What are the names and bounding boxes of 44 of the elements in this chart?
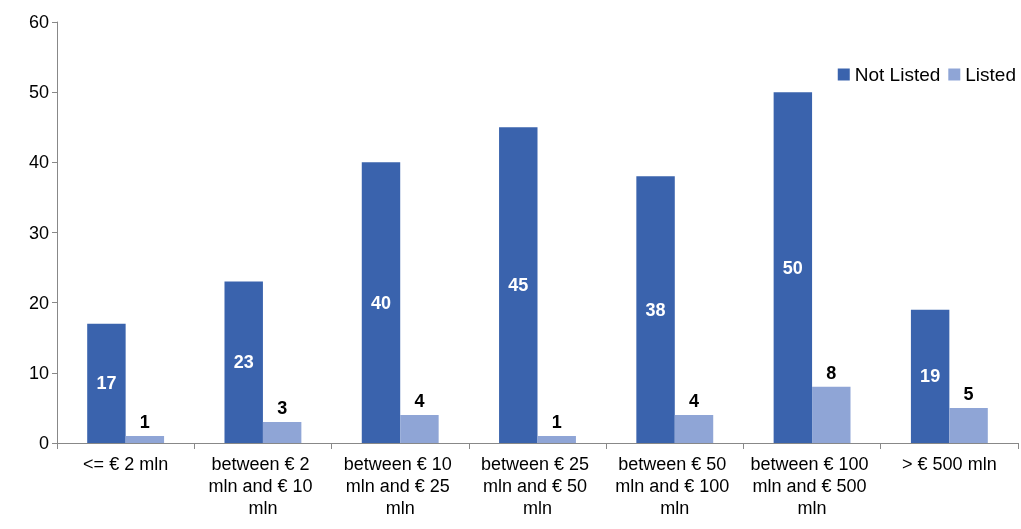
- x-tick-label: > € 500 mln: [902, 454, 997, 474]
- bar: [400, 414, 439, 443]
- data-label: 4: [414, 390, 425, 411]
- data-label: 17: [96, 373, 117, 394]
- legend-label: Listed: [965, 64, 1016, 85]
- y-tick-label: 50: [28, 82, 49, 103]
- bar: [636, 176, 675, 443]
- bar: [674, 414, 714, 443]
- y-tick-label: 40: [28, 152, 49, 173]
- x-tick-label: <= € 2 mln: [83, 454, 169, 474]
- bar: [949, 407, 988, 443]
- bar: [262, 421, 302, 443]
- data-label: 1: [139, 411, 150, 432]
- bar: [361, 162, 401, 443]
- bar: [537, 435, 576, 443]
- bar: [224, 281, 263, 443]
- data-label: 45: [508, 275, 529, 296]
- data-label: 40: [370, 292, 392, 313]
- y-tick-label: 0: [38, 433, 49, 453]
- x-tick-label: between € 10 mln and € 25 mln: [343, 454, 457, 518]
- y-tick-label: 10: [28, 362, 49, 383]
- y-tick-label: 20: [28, 292, 49, 313]
- data-label: 4: [689, 390, 700, 411]
- bar: [910, 309, 950, 443]
- y-tick-label: 30: [28, 222, 49, 243]
- x-tick-label: between € 25 mln and € 50 mln: [480, 454, 595, 518]
- data-label: 3: [277, 397, 288, 418]
- legend-label: Not Listed: [854, 64, 941, 85]
- bar: [773, 92, 813, 443]
- x-tick-label: between € 100 mln and € 500 mln: [750, 454, 874, 518]
- bar: [812, 386, 851, 443]
- data-label: 38: [645, 299, 666, 320]
- x-tick-label: between € 2 mln and € 10 mln: [208, 454, 318, 518]
- data-label: 1: [551, 411, 562, 432]
- data-label: 19: [920, 366, 941, 387]
- bar: [87, 323, 126, 443]
- data-label: 23: [233, 352, 254, 373]
- data-label: 50: [782, 257, 803, 278]
- bar: [499, 127, 538, 443]
- data-label: 8: [826, 362, 837, 383]
- x-tick-label: between € 50 mln and € 100 mln: [615, 454, 735, 518]
- y-tick-label: 60: [28, 12, 49, 32]
- bar: [125, 435, 165, 443]
- data-label: 5: [963, 383, 974, 404]
